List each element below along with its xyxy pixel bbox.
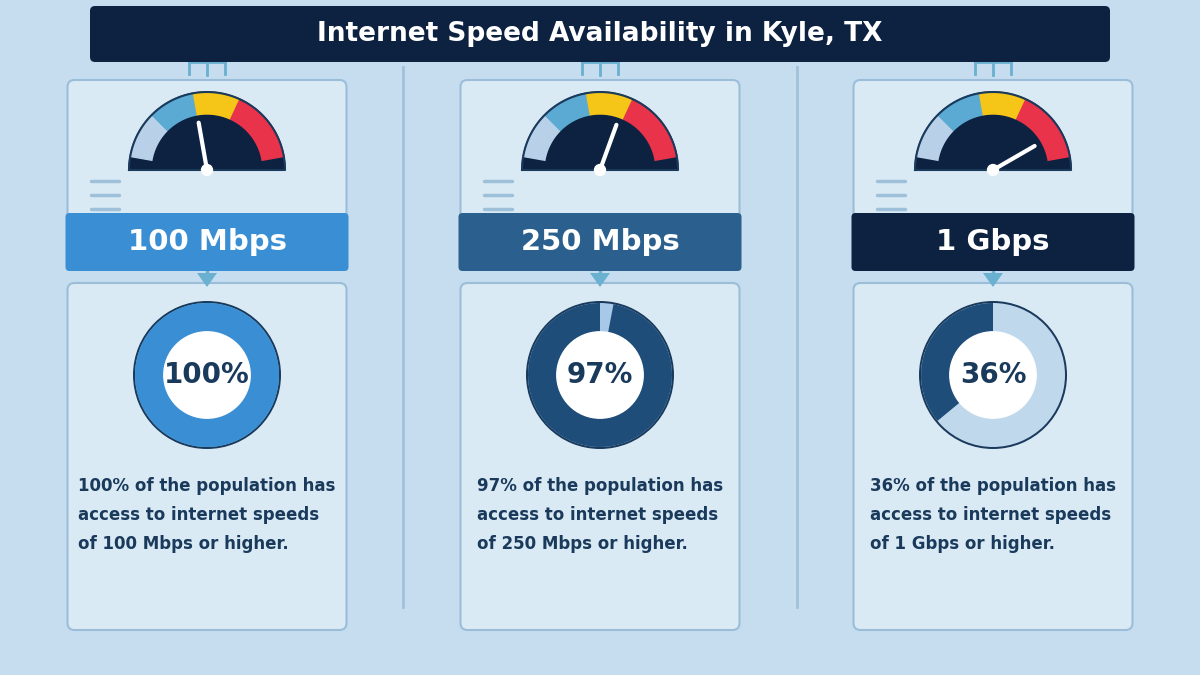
Text: 36%: 36% — [960, 361, 1026, 389]
Text: 36% of the population has
access to internet speeds
of 1 Gbps or higher.: 36% of the population has access to inte… — [870, 477, 1116, 554]
Polygon shape — [545, 115, 655, 170]
Polygon shape — [130, 115, 168, 161]
Polygon shape — [916, 92, 1072, 170]
Circle shape — [163, 332, 250, 418]
FancyBboxPatch shape — [67, 80, 347, 252]
FancyBboxPatch shape — [67, 283, 347, 630]
FancyBboxPatch shape — [458, 213, 742, 271]
Polygon shape — [193, 92, 240, 121]
Circle shape — [202, 165, 212, 176]
Polygon shape — [916, 115, 954, 161]
Text: 97% of the population has
access to internet speeds
of 250 Mbps or higher.: 97% of the population has access to inte… — [476, 477, 724, 554]
Text: 250 Mbps: 250 Mbps — [521, 228, 679, 256]
Polygon shape — [152, 93, 198, 132]
FancyBboxPatch shape — [852, 213, 1134, 271]
Wedge shape — [528, 303, 672, 447]
FancyBboxPatch shape — [853, 80, 1133, 252]
Wedge shape — [133, 301, 281, 449]
Circle shape — [594, 165, 606, 176]
Wedge shape — [526, 301, 674, 449]
Text: 1 Gbps: 1 Gbps — [936, 228, 1050, 256]
Polygon shape — [197, 273, 217, 287]
Wedge shape — [528, 303, 672, 447]
Polygon shape — [523, 115, 562, 161]
Text: 97%: 97% — [566, 361, 634, 389]
Polygon shape — [979, 92, 1026, 121]
Wedge shape — [919, 301, 1067, 449]
FancyBboxPatch shape — [66, 213, 348, 271]
Polygon shape — [590, 273, 610, 287]
Polygon shape — [522, 92, 678, 170]
Polygon shape — [587, 92, 632, 121]
Text: Internet Speed Availability in Kyle, TX: Internet Speed Availability in Kyle, TX — [317, 21, 883, 47]
Polygon shape — [545, 93, 590, 132]
Text: 100%: 100% — [164, 361, 250, 389]
Polygon shape — [623, 99, 677, 161]
Wedge shape — [134, 303, 278, 447]
Text: 100 Mbps: 100 Mbps — [127, 228, 287, 256]
Polygon shape — [1016, 99, 1070, 161]
FancyBboxPatch shape — [461, 80, 739, 252]
Polygon shape — [130, 92, 286, 170]
Polygon shape — [230, 99, 284, 161]
Circle shape — [950, 332, 1037, 418]
Polygon shape — [152, 115, 262, 170]
Wedge shape — [922, 303, 994, 421]
Circle shape — [557, 332, 643, 418]
Polygon shape — [983, 273, 1003, 287]
FancyBboxPatch shape — [461, 283, 739, 630]
Wedge shape — [922, 303, 1066, 447]
Polygon shape — [938, 115, 1048, 170]
Wedge shape — [134, 303, 278, 447]
Polygon shape — [938, 93, 984, 132]
Text: 100% of the population has
access to internet speeds
of 100 Mbps or higher.: 100% of the population has access to int… — [78, 477, 336, 554]
FancyBboxPatch shape — [90, 6, 1110, 62]
Circle shape — [988, 165, 998, 176]
FancyBboxPatch shape — [853, 283, 1133, 630]
